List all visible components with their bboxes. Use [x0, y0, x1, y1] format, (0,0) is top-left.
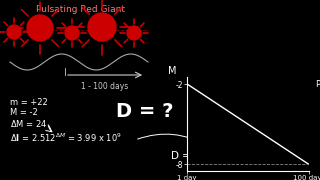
Circle shape — [7, 25, 21, 39]
Circle shape — [27, 15, 53, 41]
Text: D = ?: D = ? — [116, 102, 173, 121]
Text: $\Delta\mathbf{I}$ = 2.512$^{\Delta M}$ = 3.99 x 10$^9$: $\Delta\mathbf{I}$ = 2.512$^{\Delta M}$ … — [10, 132, 122, 144]
Text: $\Delta$M = 24: $\Delta$M = 24 — [10, 118, 47, 129]
Circle shape — [88, 13, 116, 41]
Circle shape — [127, 26, 141, 40]
Text: M = -2: M = -2 — [10, 108, 38, 117]
Text: 1 - 100 days: 1 - 100 days — [81, 82, 129, 91]
Circle shape — [65, 26, 79, 40]
Text: D = 10 pc $\mathcal{N}\!\sqrt{\Delta I}$: D = 10 pc $\mathcal{N}\!\sqrt{\Delta I}$ — [170, 145, 255, 164]
Text: Period: Period — [315, 80, 320, 89]
Y-axis label: M: M — [168, 66, 177, 76]
Text: m = +22: m = +22 — [10, 98, 48, 107]
Text: Pulsating Red Giant: Pulsating Red Giant — [36, 5, 124, 14]
